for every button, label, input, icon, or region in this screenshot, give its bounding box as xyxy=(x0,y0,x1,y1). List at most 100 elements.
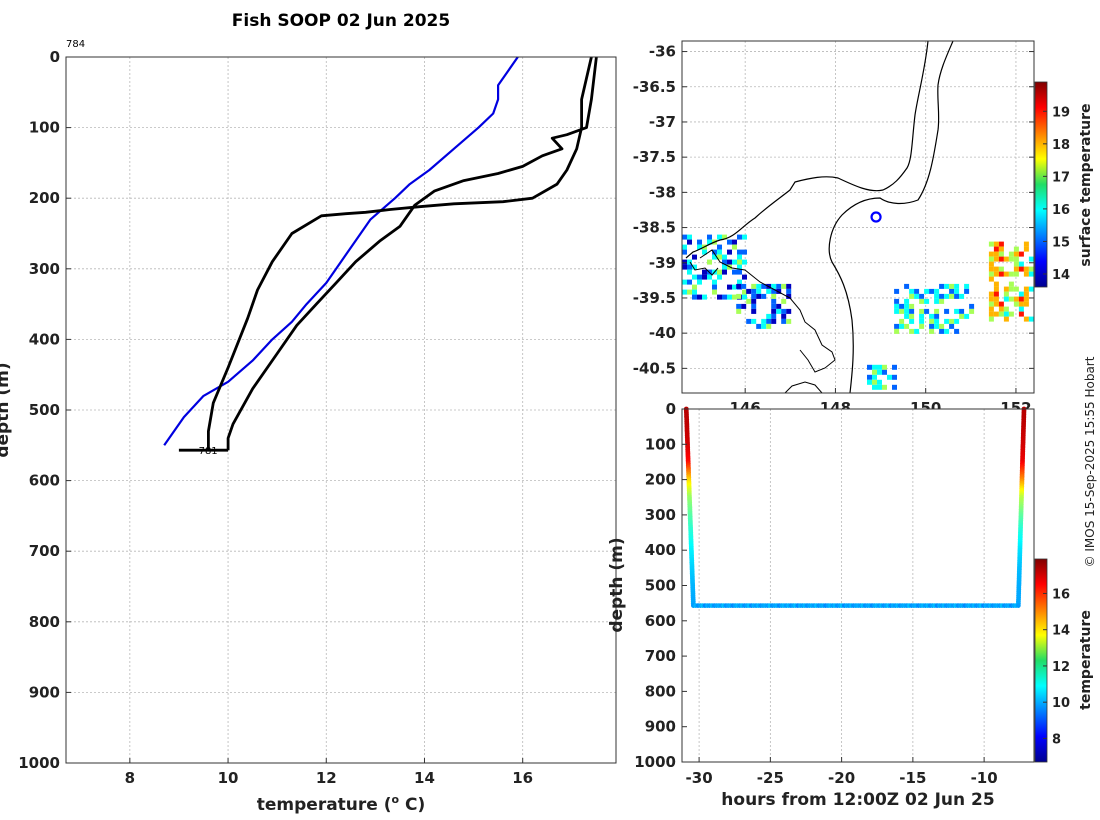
x-tick-label: 10 xyxy=(218,769,239,787)
sst-pixel xyxy=(914,293,920,299)
sst-pixel xyxy=(894,298,900,304)
temperature-colorbar-tick-label: 10 xyxy=(1052,696,1070,711)
sst-pixel xyxy=(993,296,999,302)
sst-pixel xyxy=(877,364,882,370)
coastline xyxy=(685,41,954,393)
sst-pixel xyxy=(717,274,722,280)
sst-pixel xyxy=(781,308,787,314)
lat-tick-label: -38 xyxy=(649,183,676,201)
y-tick-label: 400 xyxy=(29,330,60,348)
plot-frame xyxy=(65,56,617,764)
sst-pixel xyxy=(959,308,965,314)
sst-pixel xyxy=(737,259,742,265)
sst-pixel xyxy=(998,241,1004,247)
sst-pixel xyxy=(998,256,1004,262)
sst-pixel xyxy=(751,283,757,289)
sst-pixel xyxy=(934,288,940,294)
sst-pixel xyxy=(722,234,727,240)
sst-pixel xyxy=(707,239,712,245)
sst-pixel xyxy=(887,374,892,380)
sst-pixel xyxy=(722,254,727,260)
sst-pixel xyxy=(954,328,960,334)
sst-pixel xyxy=(1003,316,1009,322)
sst-pixel xyxy=(712,279,717,285)
sst-pixel xyxy=(742,259,747,265)
sst-pixel xyxy=(872,369,877,375)
sst-pixel xyxy=(939,283,945,289)
depth-time-section-chart: -30 -25 -20 -15 -10 0 100 200 300 400 500 600 700 80… xyxy=(607,400,1094,810)
sst-pixel xyxy=(993,286,999,292)
sst-pixel xyxy=(727,284,732,290)
sst-pixel xyxy=(919,298,925,304)
sst-pixel xyxy=(954,288,960,294)
sst-pixel xyxy=(944,283,950,289)
sst-pixel xyxy=(1023,301,1029,307)
sst-pixel xyxy=(737,234,742,240)
sst-pixel xyxy=(756,323,762,329)
bottom-track-point xyxy=(1015,603,1021,608)
y-tick-label: 300 xyxy=(29,260,60,278)
sst-pixel xyxy=(993,251,999,257)
sst-pixel xyxy=(934,318,940,324)
sst-pixel xyxy=(697,294,702,300)
sst-pixel xyxy=(919,293,925,299)
sst-pixel xyxy=(761,318,767,324)
sst-pixel xyxy=(717,294,722,300)
sst-pixel xyxy=(1013,246,1019,252)
sst-pixel xyxy=(939,298,945,304)
sst-colorbar-label: surface temperature xyxy=(1078,103,1094,266)
sst-pixel xyxy=(872,384,877,390)
y-tick-label: 800 xyxy=(645,682,676,700)
sst-pixel xyxy=(934,323,940,329)
sst-pixel xyxy=(1023,246,1029,252)
sst-pixel xyxy=(949,323,955,329)
sst-pixel xyxy=(1018,296,1024,302)
x-tick-label: -25 xyxy=(757,769,784,787)
sst-pixel xyxy=(988,276,994,282)
sst-pixel xyxy=(934,293,940,299)
sst-pixel xyxy=(993,246,999,252)
sst-pixel xyxy=(949,288,955,294)
sst-pixel xyxy=(766,318,772,324)
sst-pixel xyxy=(761,293,767,299)
y-axis-label: depth (m) xyxy=(607,537,627,632)
sst-pixel xyxy=(687,239,692,245)
sst-pixel xyxy=(964,313,970,319)
sst-pixel xyxy=(1013,261,1019,267)
sst-pixel xyxy=(761,283,767,289)
sst-pixel xyxy=(998,271,1004,277)
sst-pixel xyxy=(737,249,742,255)
sst-pixel xyxy=(909,293,915,299)
temperature-colorbar-tick-label: 8 xyxy=(1052,732,1061,747)
sst-pixel xyxy=(1008,251,1014,257)
sst-pixel xyxy=(766,323,772,329)
sst-pixel xyxy=(717,234,722,240)
x-axis-label: temperature (o C) xyxy=(257,793,426,815)
sst-pixel xyxy=(954,293,960,299)
sst-pixel xyxy=(988,291,994,297)
x-tick-label: 8 xyxy=(125,769,135,787)
sst-pixel xyxy=(736,293,742,299)
sst-pixel xyxy=(949,318,955,324)
x-tick-label: -10 xyxy=(971,769,998,787)
sst-pixel xyxy=(909,318,915,324)
sst-pixel xyxy=(786,293,792,299)
sst-pixel xyxy=(894,303,900,309)
sst-pixel xyxy=(894,323,900,329)
sst-pixel xyxy=(894,328,900,334)
sst-pixel xyxy=(944,328,950,334)
sst-pixel xyxy=(1013,301,1019,307)
lat-tick-label: -40.5 xyxy=(633,359,676,377)
temperature-colorbar-tick-label: 16 xyxy=(1052,587,1070,602)
lat-tick-label: -39 xyxy=(649,254,676,272)
sst-pixel xyxy=(682,264,687,270)
sst-pixel xyxy=(988,306,994,312)
sst-pixel xyxy=(741,303,747,309)
sst-pixel xyxy=(1018,291,1024,297)
sst-pixel xyxy=(904,323,910,329)
sst-pixel xyxy=(751,288,757,294)
sst-pixel xyxy=(867,379,872,385)
sst-pixel xyxy=(1003,286,1009,292)
sst-pixel xyxy=(1023,286,1029,292)
sst-pixel xyxy=(682,244,687,250)
